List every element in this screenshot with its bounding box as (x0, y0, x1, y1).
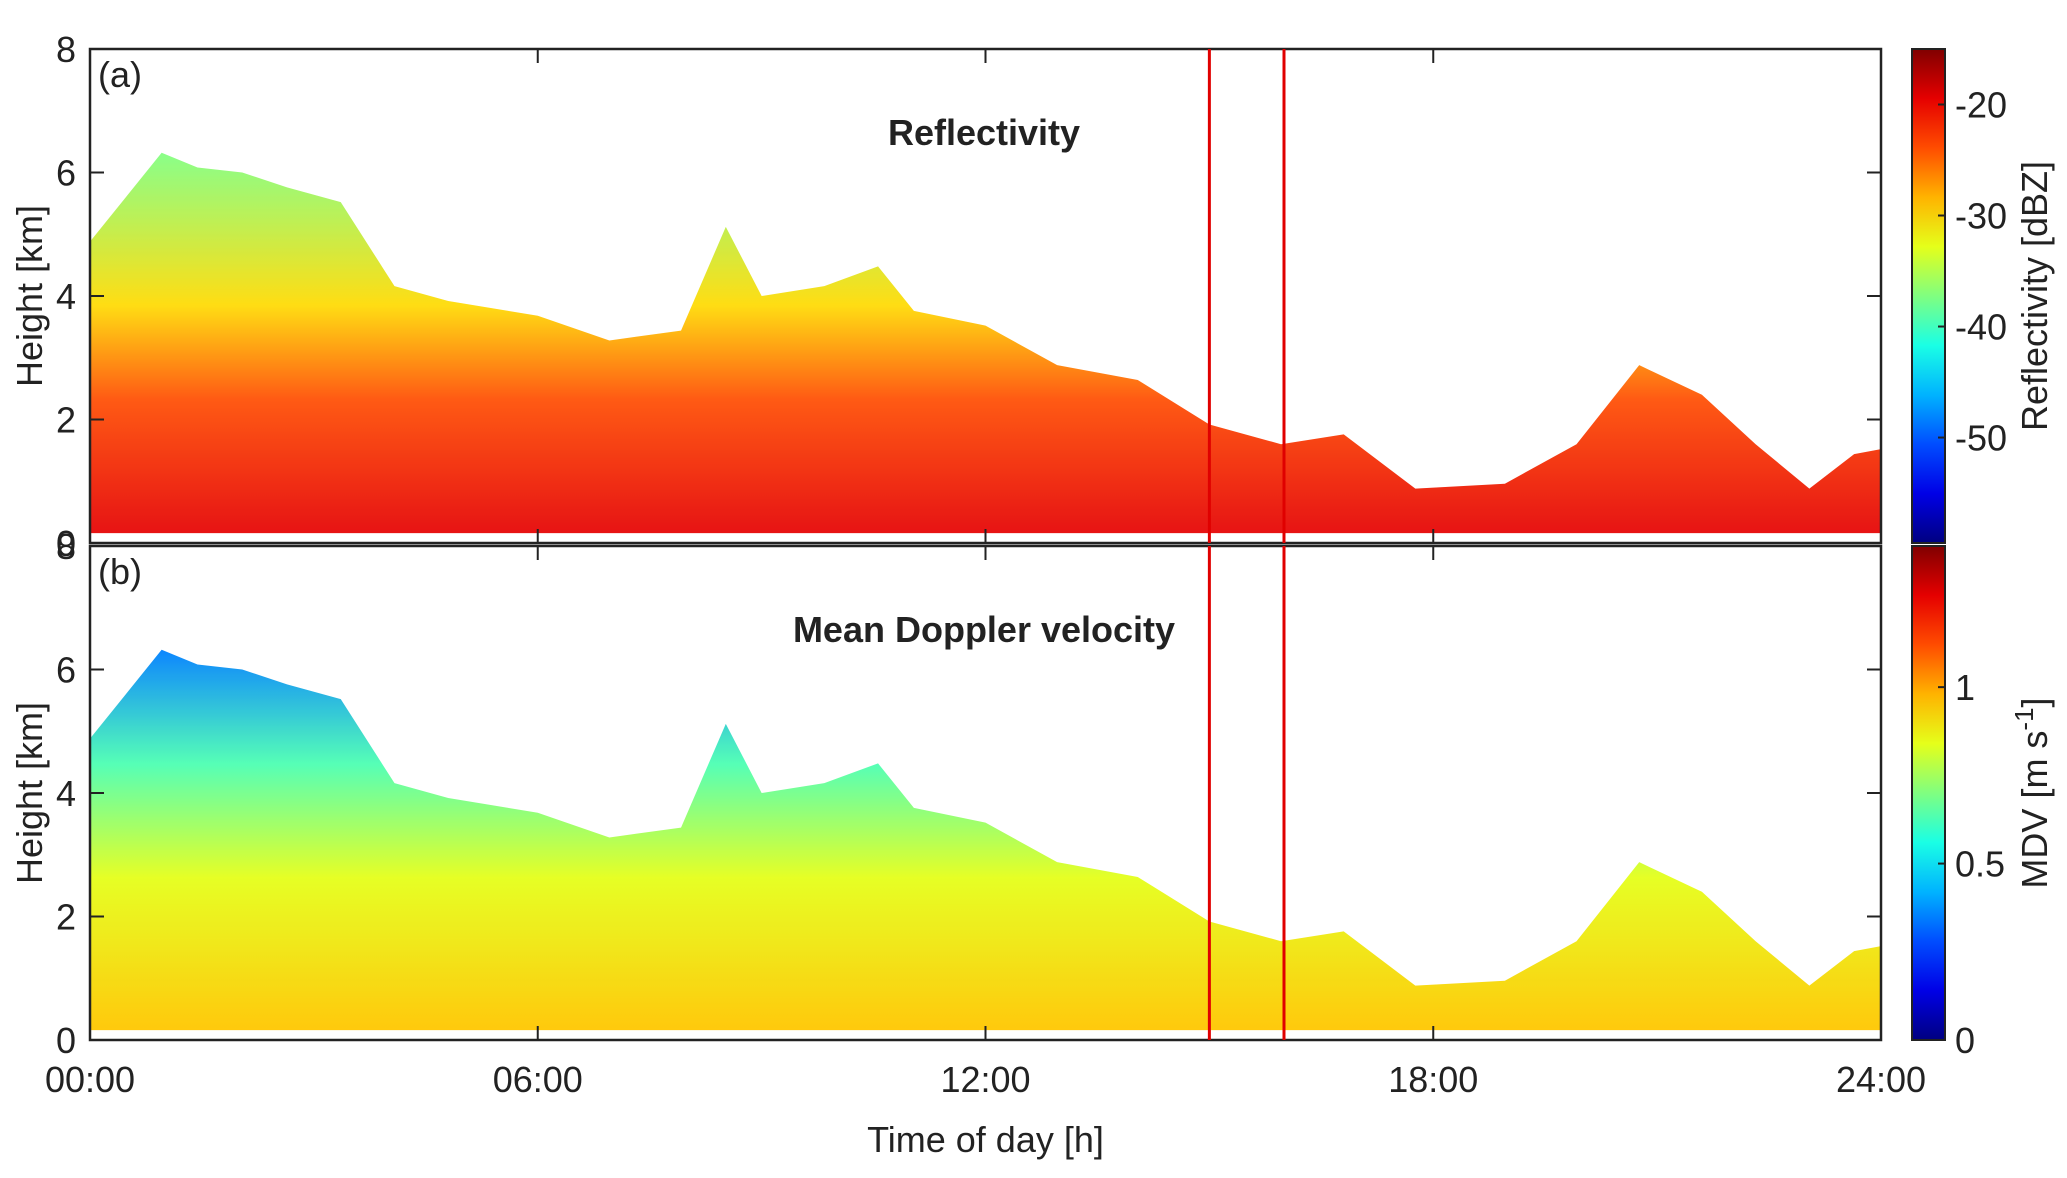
colorbar (1911, 545, 1946, 1041)
radar-echo-fade (90, 649, 1881, 1031)
colorbar-label-end: ] (2014, 697, 2055, 707)
y-tick-label: 0 (56, 1020, 76, 1061)
panel-title: Mean Doppler velocity (793, 609, 1175, 650)
x-tick-label: 12:00 (940, 1059, 1030, 1100)
y-tick-label: 6 (56, 650, 76, 691)
colorbar (1911, 48, 1946, 544)
colorbar-tick-label: 0.5 (1955, 844, 2005, 885)
colorbar-tick-label: -40 (1955, 307, 2007, 348)
y-axis-label: Height [km] (9, 205, 50, 387)
x-tick-label: 24:00 (1836, 1059, 1926, 1100)
y-tick-label: 4 (56, 773, 76, 814)
panel-label: (b) (98, 551, 142, 592)
radar-echo-fade (90, 152, 1881, 534)
colorbar-label-superscript: -1 (2009, 707, 2039, 730)
radar-echo (90, 152, 1881, 534)
y-tick-label: 4 (56, 276, 76, 317)
radar-echo (90, 649, 1881, 1031)
x-tick-label: 18:00 (1388, 1059, 1478, 1100)
y-tick-label: 6 (56, 153, 76, 194)
y-tick-label: 0 (56, 523, 76, 564)
colorbar-tick-label: -30 (1955, 196, 2007, 237)
panel-title: Reflectivity (888, 112, 1080, 153)
colorbar-label: MDV [m s-1] (2009, 697, 2055, 888)
colorbar-label: Reflectivity [dBZ] (2014, 161, 2055, 431)
x-tick-label: 06:00 (493, 1059, 583, 1100)
x-tick-label: 00:00 (45, 1059, 135, 1100)
colorbar-tick-label: -20 (1955, 85, 2007, 126)
x-axis-label: Time of day [h] (867, 1119, 1104, 1160)
y-tick-label: 8 (56, 29, 76, 70)
colorbar-tick-label: 1 (1955, 667, 1975, 708)
colorbar-label-text: Reflectivity [dBZ] (2014, 161, 2055, 431)
colorbar-tick-label: -50 (1955, 418, 2007, 459)
colorbar-tick-label: 0 (1955, 1020, 1975, 1061)
y-tick-label: 2 (56, 400, 76, 441)
colorbar-label-text: MDV [m s (2014, 731, 2055, 889)
y-tick-label: 2 (56, 897, 76, 938)
panel-label: (a) (98, 54, 142, 95)
y-tick-label: 8 (56, 526, 76, 567)
y-axis-label: Height [km] (9, 702, 50, 884)
